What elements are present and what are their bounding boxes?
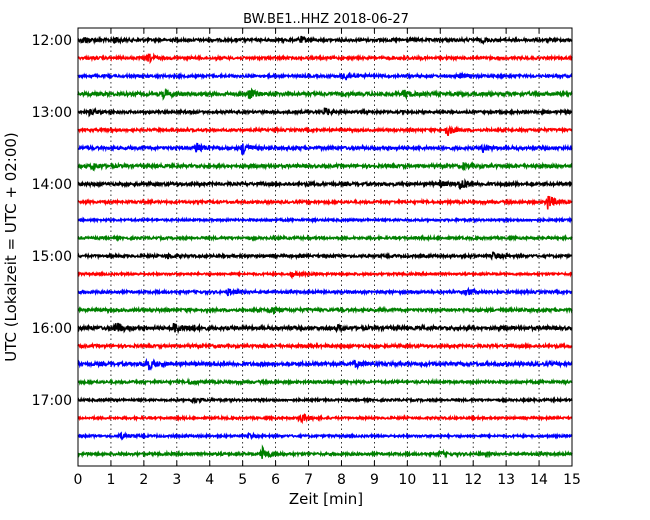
seismic-trace: [77, 52, 573, 65]
seismic-trace: [77, 161, 573, 172]
trace-series: [77, 35, 573, 459]
x-tick-label: 8: [337, 472, 346, 488]
seismic-trace: [77, 35, 573, 46]
seismic-trace: [77, 142, 573, 156]
plot-frame: [77, 27, 573, 467]
x-tick-label: 15: [563, 472, 581, 488]
seismic-trace: [77, 396, 573, 405]
seismic-trace: [77, 233, 573, 243]
chart-title: BW.BE1..HHZ 2018-06-27: [243, 12, 409, 27]
x-tick-label: 4: [205, 472, 214, 488]
seismic-trace: [77, 444, 573, 459]
y-tick-label: 12:00: [32, 33, 72, 49]
seismic-trace: [77, 124, 573, 137]
seismic-trace: [77, 357, 573, 371]
seismic-trace: [77, 377, 573, 387]
x-tick-label: 3: [172, 472, 181, 488]
y-tick-label: 17:00: [32, 393, 72, 409]
seismic-trace: [77, 305, 573, 315]
y-tick-label: 15:00: [32, 249, 72, 265]
seismic-trace: [77, 413, 573, 425]
x-tick-label: 10: [398, 472, 416, 488]
seismic-trace: [77, 71, 573, 81]
x-axis-label: Zeit [min]: [289, 490, 363, 508]
y-tick-label: 14:00: [32, 177, 72, 193]
y-tick-label: 13:00: [32, 105, 72, 121]
seismic-trace: [77, 87, 573, 101]
seismic-trace: [77, 286, 573, 297]
x-tick-label: 13: [497, 472, 515, 488]
seismic-trace: [77, 216, 573, 224]
x-tick-label: 7: [304, 472, 313, 488]
seismic-trace: [77, 195, 573, 210]
x-tick-label: 1: [106, 472, 115, 488]
x-tick-label: 6: [271, 472, 280, 488]
x-tick-label: 9: [370, 472, 379, 488]
x-tick-label: 0: [74, 472, 83, 488]
seismic-trace: [77, 251, 573, 261]
seismic-trace: [77, 322, 573, 335]
grid: [110, 28, 540, 466]
axis-ticks: 0 1 2 3 4 5 6 7 8 9 10 11 12 13 14 1512:0013:0014:0015:…: [32, 28, 581, 488]
x-tick-label: 11: [431, 472, 449, 488]
y-axis-label: UTC (Lokalzeit = UTC + 02:00): [2, 132, 20, 362]
seismic-trace: [77, 431, 573, 441]
seismic-trace: [77, 106, 573, 118]
x-tick-label: 2: [139, 472, 148, 488]
seismic-trace: [77, 177, 573, 190]
seismic-trace: [77, 341, 573, 351]
x-tick-label: 5: [238, 472, 247, 488]
x-tick-label: 14: [530, 472, 548, 488]
y-tick-label: 16:00: [32, 321, 72, 337]
seismic-trace: [77, 269, 573, 280]
x-tick-label: 12: [464, 472, 482, 488]
